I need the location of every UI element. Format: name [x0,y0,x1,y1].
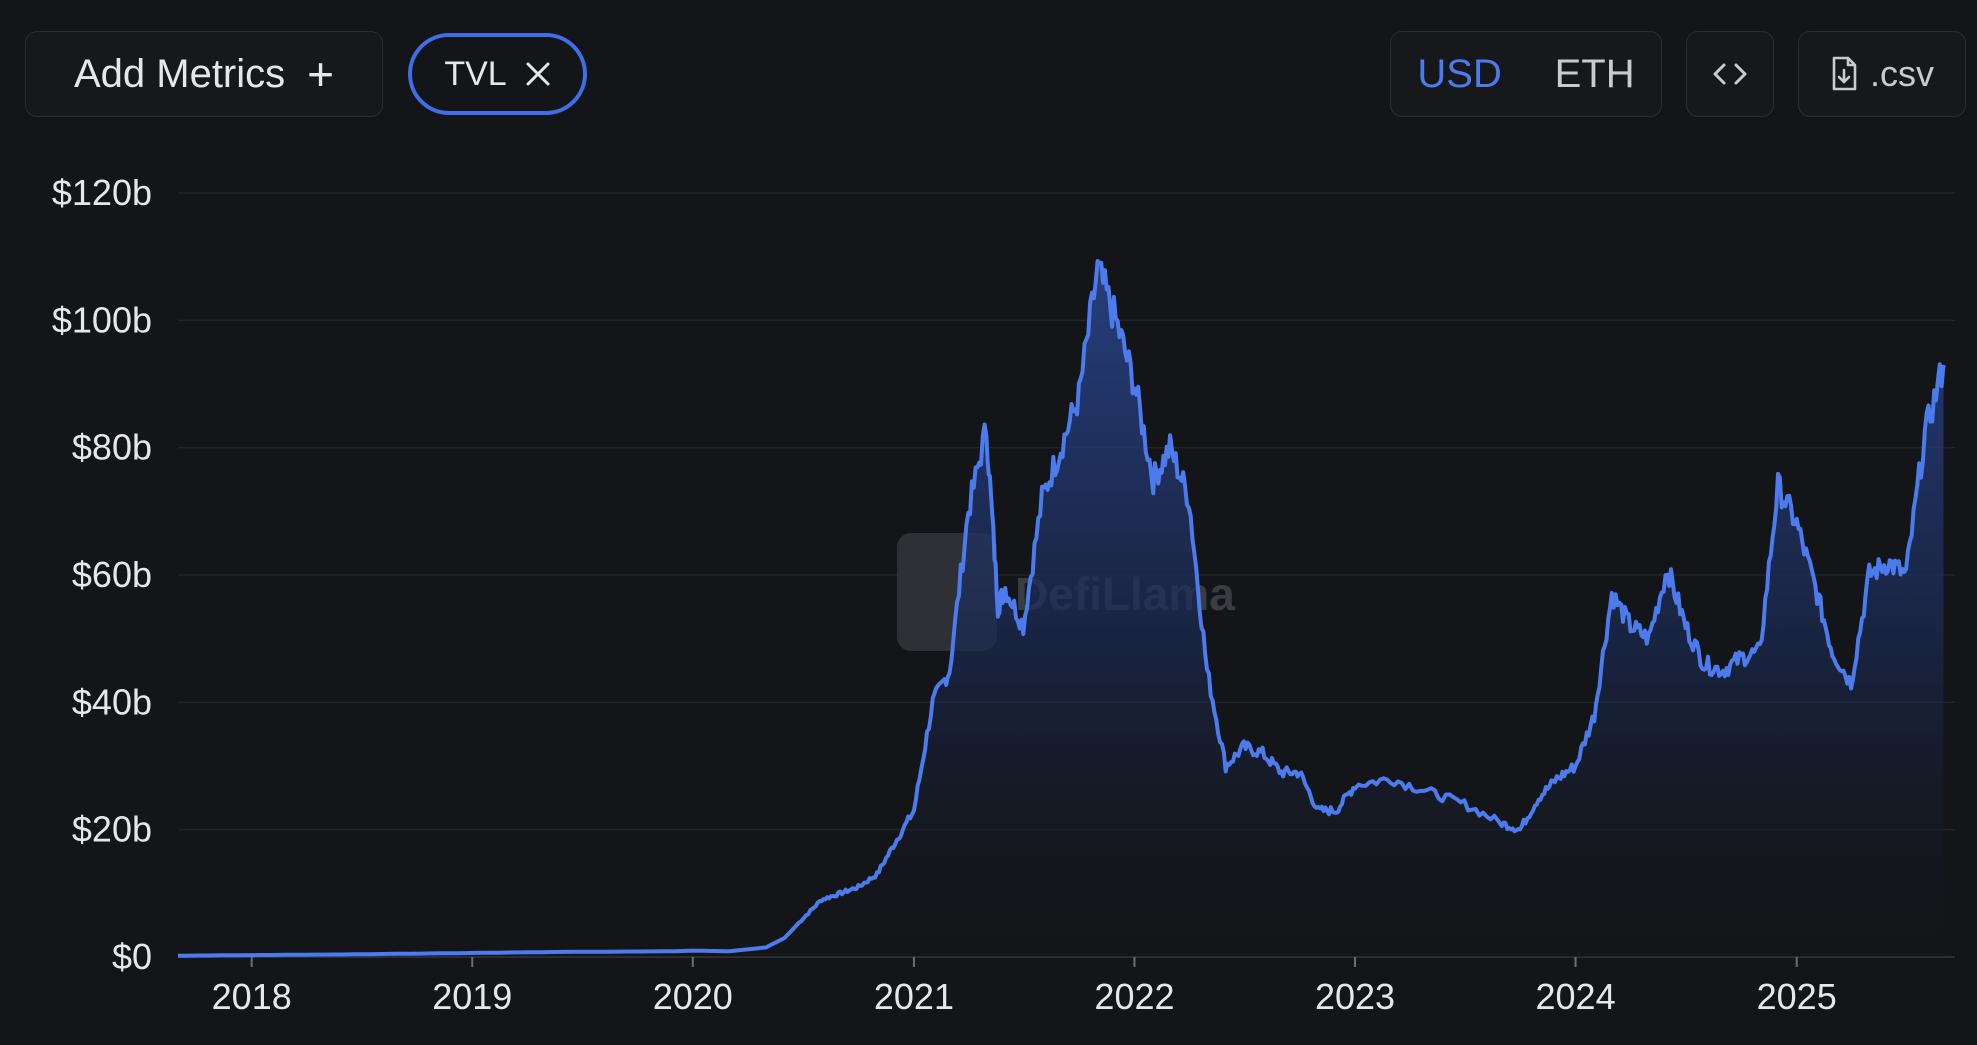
tvl-area-fill [178,261,1944,957]
y-tick-label: $100b [52,299,152,340]
x-tick-label: 2023 [1315,976,1395,1017]
tvl-series-line [178,259,1946,958]
embed-button[interactable] [1686,31,1774,117]
csv-download-button[interactable]: .csv [1798,31,1966,117]
file-download-icon [1832,56,1857,91]
x-tick-label: 2025 [1757,976,1837,1017]
y-tick-label: $60b [72,554,152,595]
x-tick-label: 2022 [1094,976,1174,1017]
metric-chip-tvl[interactable]: TVL [408,33,587,115]
x-tick-label: 2020 [653,976,733,1017]
x-tick-label: 2021 [874,976,954,1017]
code-icon [1713,63,1747,85]
x-tick-label: 2018 [212,976,292,1017]
currency-option-eth[interactable]: ETH [1554,51,1635,96]
plus-icon: + [307,48,335,100]
currency-option-usd[interactable]: USD [1417,51,1502,96]
currency-toggle: USD ETH [1390,31,1662,117]
add-metrics-label: Add Metrics [73,51,286,96]
y-tick-label: $120b [52,172,152,213]
y-axis: $0 $20b $40b $60b $80b $100b $120b [52,172,152,977]
x-tick-label: 2024 [1536,976,1616,1017]
close-icon[interactable] [525,61,551,87]
add-metrics-button[interactable]: Add Metrics + [25,31,383,117]
y-tick-label: $20b [72,809,152,850]
csv-label: .csv [1869,53,1934,94]
y-tick-label: $0 [112,936,152,977]
y-tick-label: $40b [72,681,152,722]
metric-chip-label: TVL [444,54,507,93]
x-tick-label: 2019 [432,976,512,1017]
x-axis: 2018 2019 2020 2021 2022 2023 2024 2025 [212,957,1837,1017]
y-tick-label: $80b [72,427,152,468]
